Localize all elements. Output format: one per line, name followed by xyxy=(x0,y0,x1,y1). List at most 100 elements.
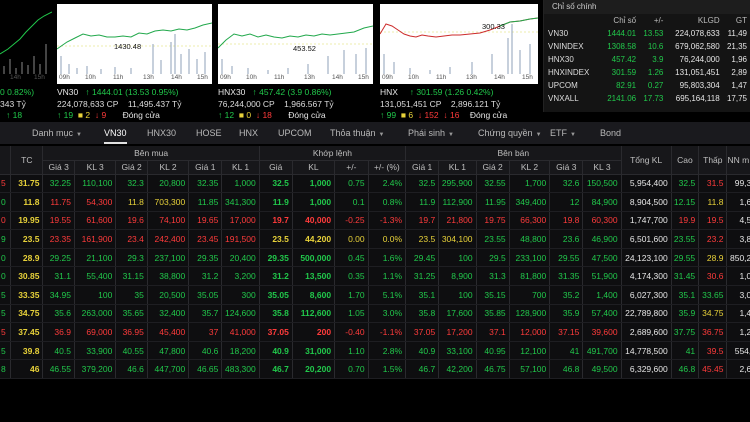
tab-thỏa-thuận[interactable]: Thỏa thuận ▼ xyxy=(330,122,385,144)
cell: 23.55 xyxy=(476,229,510,249)
time-tick: 10h xyxy=(85,74,96,81)
chart-ref-label: 453.52 xyxy=(293,44,316,53)
tab-hnx[interactable]: HNX xyxy=(239,122,258,144)
table-row[interactable]: 5 39.8 40.5 33,900 40.55 47,800 40.6 18,200 40.9… xyxy=(0,341,750,361)
cell: 20,200 xyxy=(292,359,336,380)
cell: 237,100 xyxy=(147,248,190,268)
table-row[interactable]: 5 33.35 34.95 100 35 20,500 35.05 300 35.05 8,600… xyxy=(0,285,750,305)
table-row[interactable]: 5 34.75 35.6 263,000 35.65 32,400 35.7 124,600 3… xyxy=(0,304,750,324)
stock-symbol[interactable]: 5 xyxy=(0,285,12,305)
cell: 35.9 xyxy=(549,304,584,324)
cell: 12,000 xyxy=(509,322,551,342)
cell: 44,200 xyxy=(292,229,336,249)
index-val: 21,35 xyxy=(726,42,747,51)
chart-line xyxy=(218,4,373,84)
table-row[interactable]: 5 31.75 32.25 110,100 32.3 20,800 32.35 1,000 32… xyxy=(0,174,750,194)
cell: 33,900 xyxy=(74,341,117,361)
index-row[interactable]: VNINDEX 1308.58 10.6 679,062,580 21,35 xyxy=(544,40,750,53)
cell: 47,500 xyxy=(582,248,622,268)
cell: 233,100 xyxy=(509,248,551,268)
tab-upcom[interactable]: UPCOM xyxy=(278,122,312,144)
tab-chứng-quyền[interactable]: Chứng quyền ▼ xyxy=(478,122,542,144)
cell: 32.55 xyxy=(476,174,510,194)
index-chart-hnx30[interactable]: 453.52 09h 10h 11h 13h 14h 15h HNX30 ↑ 4… xyxy=(218,4,373,120)
cell: 37.05 xyxy=(259,322,293,342)
cell: 1,48 xyxy=(726,304,750,324)
index-chart-partial[interactable]: 14h 15h 0 0.82%) 343 Tỷ ↑ 18 xyxy=(0,4,52,120)
chevron-down-icon: ▼ xyxy=(448,132,454,138)
cell: 242,400 xyxy=(147,229,190,249)
stock-symbol[interactable]: 0 xyxy=(0,248,12,268)
table-row[interactable]: 0 28.9 29.25 21,100 29.3 237,100 29.35 20,400 29… xyxy=(0,248,750,268)
cell: 28.9 xyxy=(10,248,44,268)
cell: 42,200 xyxy=(438,359,477,380)
tab-label: ETF xyxy=(550,128,567,138)
stock-symbol[interactable]: 9 xyxy=(0,229,12,249)
stock-symbol[interactable]: 0 xyxy=(0,266,12,287)
table-row[interactable]: 8 46 46.55 379,200 46.6 447,700 46.65 483,300 46… xyxy=(0,359,750,380)
index-chg: 0.27 xyxy=(647,81,664,90)
index-row[interactable]: HNX30 457.42 3.9 76,244,000 1,96 xyxy=(544,53,750,66)
tab-phái-sinh[interactable]: Phái sinh ▼ xyxy=(408,122,454,144)
cell: 20,500 xyxy=(147,285,190,305)
col-header: +/- xyxy=(334,160,369,175)
cell: 1,747,700 xyxy=(621,211,672,231)
cell: 46.6 xyxy=(115,359,148,380)
stock-symbol[interactable]: 5 xyxy=(0,341,12,361)
cell: 0.70 xyxy=(334,359,369,380)
index-row[interactable]: VNXALL 2141.06 17.73 695,164,118 17,75 xyxy=(544,92,750,105)
index-row[interactable]: HNXINDEX 301.59 1.26 131,051,451 2,89 xyxy=(544,66,750,79)
stock-symbol[interactable]: 5 xyxy=(0,304,12,324)
col-header-foreign: NN m xyxy=(726,146,750,175)
up-arrow-icon: ↑ xyxy=(400,87,415,97)
index-row[interactable]: VN30 1444.01 13.53 224,078,633 11,49 xyxy=(544,27,750,40)
cell: 0.45 xyxy=(334,248,369,268)
table-row[interactable]: 0 30.85 31.1 55,400 31.15 38,800 31.2 3,200 31.2… xyxy=(0,266,750,287)
tab-hose[interactable]: HOSE xyxy=(196,122,222,144)
table-row[interactable]: 0 11.8 11.75 54,300 11.8 703,300 11.85 341,300 1… xyxy=(0,192,750,212)
chevron-down-icon: ▼ xyxy=(570,132,576,138)
chart-time-axis: 09h 10h 11h 13h 14h 15h xyxy=(57,74,212,84)
index-row[interactable]: UPCOM 82.91 0.27 95,803,304 1,47 xyxy=(544,79,750,92)
table-row[interactable]: 9 23.5 23.35 161,900 23.4 242,400 23.45 191,500… xyxy=(0,229,750,249)
up-arrow-icon: ↑ xyxy=(218,110,223,120)
index-val: 1,47 xyxy=(731,81,747,90)
stock-symbol[interactable]: 0 xyxy=(0,192,12,212)
cell: 29.55 xyxy=(671,248,700,268)
cell: 1.10 xyxy=(334,341,369,361)
tab-label: VN30 xyxy=(104,128,127,138)
cell: 491,700 xyxy=(582,341,622,361)
chart-time-axis: 14h 15h xyxy=(0,74,52,84)
tab-danh-mục[interactable]: Danh mục ▼ xyxy=(32,122,82,144)
col-header: Giá 1 xyxy=(188,160,223,175)
table-row[interactable]: 5 37.45 36.9 69,000 36.95 45,400 37 41,000 37.05… xyxy=(0,322,750,342)
cell: 29.45 xyxy=(405,248,440,268)
index-value: 1444.01 xyxy=(92,87,123,97)
stock-symbol[interactable]: 5 xyxy=(0,322,12,342)
stock-symbol[interactable]: 5 xyxy=(0,174,12,194)
cell: 5,954,400 xyxy=(621,174,672,194)
tab-etf[interactable]: ETF ▼ xyxy=(550,122,576,144)
tab-vn30[interactable]: VN30 xyxy=(104,122,127,144)
index-chg: 1.26 xyxy=(647,68,664,77)
cell: 45.45 xyxy=(698,359,728,380)
main-indices-tab[interactable]: Chỉ số chính xyxy=(544,0,750,14)
cell: -0.25 xyxy=(334,211,369,231)
table-row[interactable]: 0 19.95 19.55 61,600 19.6 74,100 19.65 17,000 19… xyxy=(0,211,750,231)
index-header: VN30 ↑ 1444.01 (13.53 0.95%) xyxy=(57,87,179,97)
index-chart-vn30[interactable]: 1430.48 09h 10h 11h 13h 14h 15h VN30 ↑ 1… xyxy=(57,4,212,120)
cell: 22,789,800 xyxy=(621,304,672,324)
stock-symbol[interactable]: 8 xyxy=(0,359,12,380)
tab-label: HOSE xyxy=(196,128,222,138)
index-chart-hnx[interactable]: 300.33 09h 10h 11h 13h 14h 15h HNX ↑ 301… xyxy=(380,4,538,120)
index-value: 301.59 xyxy=(416,87,443,97)
cell: 30.6 xyxy=(698,266,728,287)
cell: 1.1% xyxy=(368,266,407,287)
tab-hnx30[interactable]: HNX30 xyxy=(147,122,176,144)
cell: 32.35 xyxy=(188,174,223,194)
tab-bond[interactable]: Bond xyxy=(600,122,621,144)
cell: 12.15 xyxy=(671,192,700,212)
cell: 57,400 xyxy=(582,304,622,324)
price-board: TC Bên mua Khớp lệnh Bên bán Tổng KL Cao… xyxy=(0,146,750,380)
stock-symbol[interactable]: 0 xyxy=(0,211,12,231)
